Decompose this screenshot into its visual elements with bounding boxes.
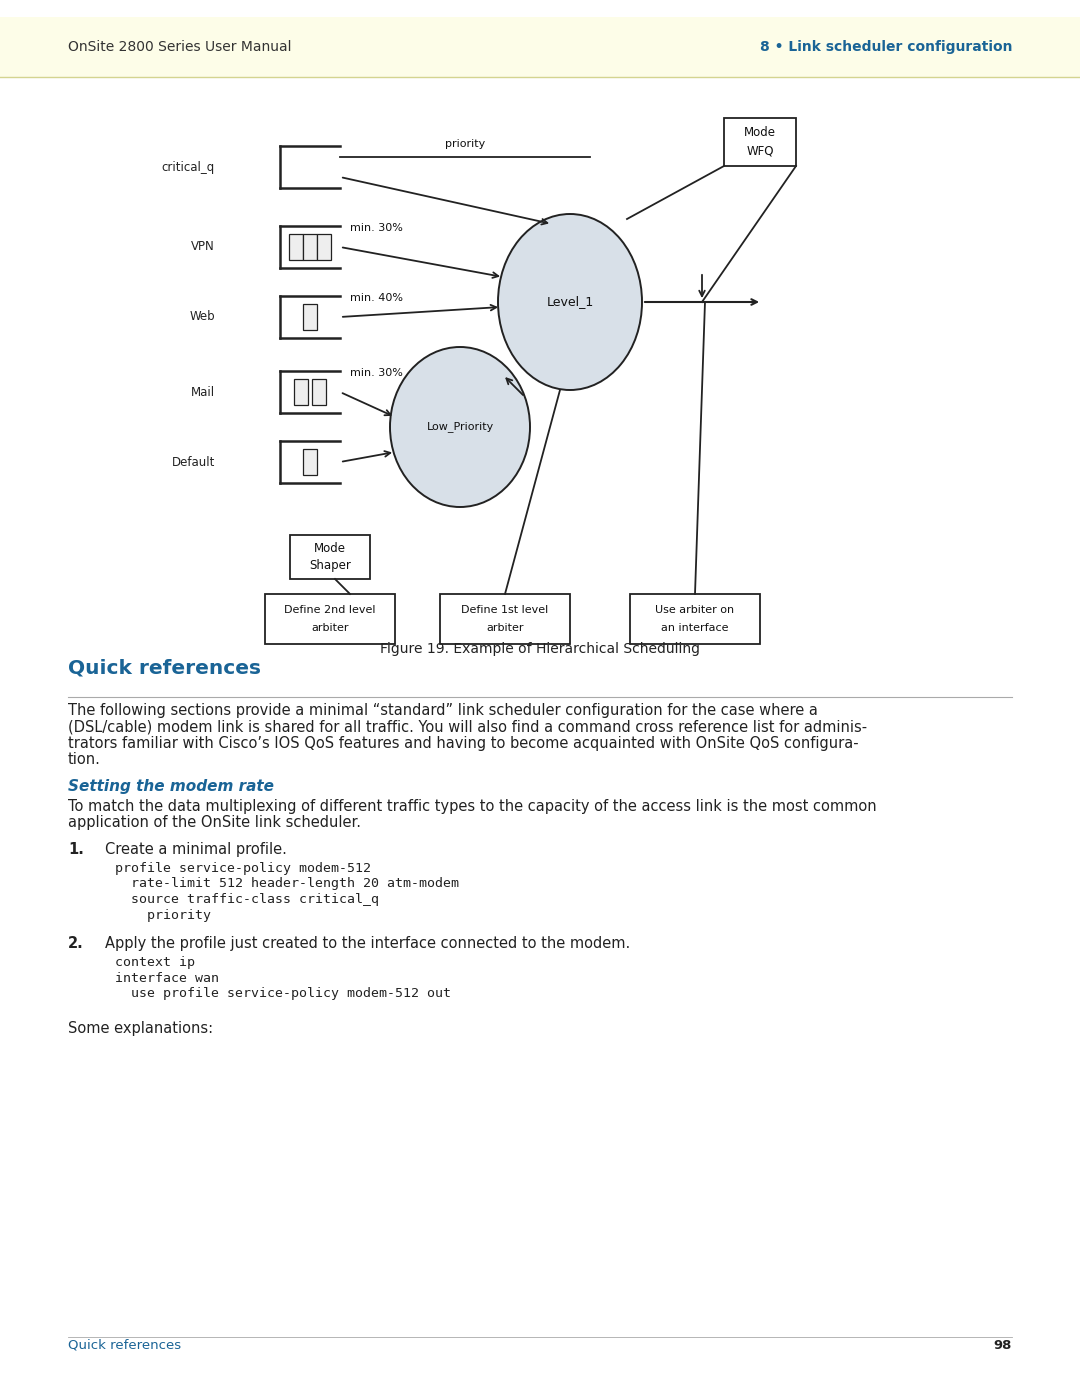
Bar [440, 594, 570, 644]
Text: min. 40%: min. 40% [350, 293, 403, 303]
Text: priority: priority [445, 138, 485, 149]
Bar [303, 235, 318, 260]
Text: trators familiar with Cisco’s IOS QoS features and having to become acquainted w: trators familiar with Cisco’s IOS QoS fe… [68, 736, 859, 752]
Text: Web: Web [189, 310, 215, 324]
Text: Use arbiter on: Use arbiter on [656, 605, 734, 615]
Text: Mode: Mode [744, 127, 777, 140]
Text: Setting the modem rate: Setting the modem rate [68, 780, 274, 793]
Ellipse shape [390, 346, 530, 507]
Text: priority: priority [114, 908, 211, 922]
Text: The following sections provide a minimal “standard” link scheduler configuration: The following sections provide a minimal… [68, 703, 818, 718]
Text: Some explanations:: Some explanations: [68, 1020, 213, 1035]
Text: Create a minimal profile.: Create a minimal profile. [105, 842, 287, 856]
Text: use profile service-policy modem-512 out: use profile service-policy modem-512 out [114, 988, 451, 1000]
Text: Level_1: Level_1 [546, 296, 594, 309]
Text: profile service-policy modem-512: profile service-policy modem-512 [114, 862, 372, 875]
Text: arbiter: arbiter [311, 623, 349, 633]
Bar [0, 17, 1080, 77]
Bar [303, 305, 318, 330]
Text: context ip: context ip [114, 956, 195, 970]
Bar [291, 535, 370, 578]
Text: Mail: Mail [191, 386, 215, 398]
Text: Quick references: Quick references [68, 658, 261, 678]
Text: (DSL/cable) modem link is shared for all traffic. You will also find a command c: (DSL/cable) modem link is shared for all… [68, 719, 867, 735]
Text: Default: Default [172, 455, 215, 468]
Text: min. 30%: min. 30% [350, 367, 403, 379]
Bar [294, 379, 308, 405]
Text: rate-limit 512 header-length 20 atm-modem: rate-limit 512 header-length 20 atm-mode… [114, 877, 459, 890]
Text: an interface: an interface [661, 623, 729, 633]
Text: Low_Priority: Low_Priority [427, 422, 494, 433]
Text: 98: 98 [994, 1338, 1012, 1352]
Text: 1.: 1. [68, 842, 84, 856]
Text: source traffic-class critical_q: source traffic-class critical_q [114, 893, 379, 907]
Text: Apply the profile just created to the interface connected to the modem.: Apply the profile just created to the in… [105, 936, 631, 951]
Text: interface wan: interface wan [114, 971, 219, 985]
Text: 2.: 2. [68, 936, 84, 951]
Bar [265, 594, 395, 644]
Text: arbiter: arbiter [486, 623, 524, 633]
Ellipse shape [498, 214, 642, 390]
Text: VPN: VPN [191, 240, 215, 253]
Bar [724, 117, 796, 166]
Text: To match the data multiplexing of different traffic types to the capacity of the: To match the data multiplexing of differ… [68, 799, 877, 814]
Text: application of the OnSite link scheduler.: application of the OnSite link scheduler… [68, 816, 361, 830]
Bar [312, 379, 326, 405]
Text: Define 2nd level: Define 2nd level [284, 605, 376, 615]
Text: Shaper: Shaper [309, 560, 351, 573]
Bar [630, 594, 760, 644]
Text: WFQ: WFQ [746, 144, 773, 158]
Text: tion.: tion. [68, 753, 100, 767]
Text: Mode: Mode [314, 542, 346, 555]
Text: Define 1st level: Define 1st level [461, 605, 549, 615]
Text: 8 • Link scheduler configuration: 8 • Link scheduler configuration [759, 41, 1012, 54]
Text: critical_q: critical_q [162, 161, 215, 173]
Text: OnSite 2800 Series User Manual: OnSite 2800 Series User Manual [68, 41, 292, 54]
Text: Figure 19. Example of Hierarchical Scheduling: Figure 19. Example of Hierarchical Sched… [380, 643, 700, 657]
Bar [318, 235, 330, 260]
Text: min. 30%: min. 30% [350, 224, 403, 233]
Text: Quick references: Quick references [68, 1338, 181, 1352]
Bar [289, 235, 303, 260]
Bar [303, 448, 318, 475]
